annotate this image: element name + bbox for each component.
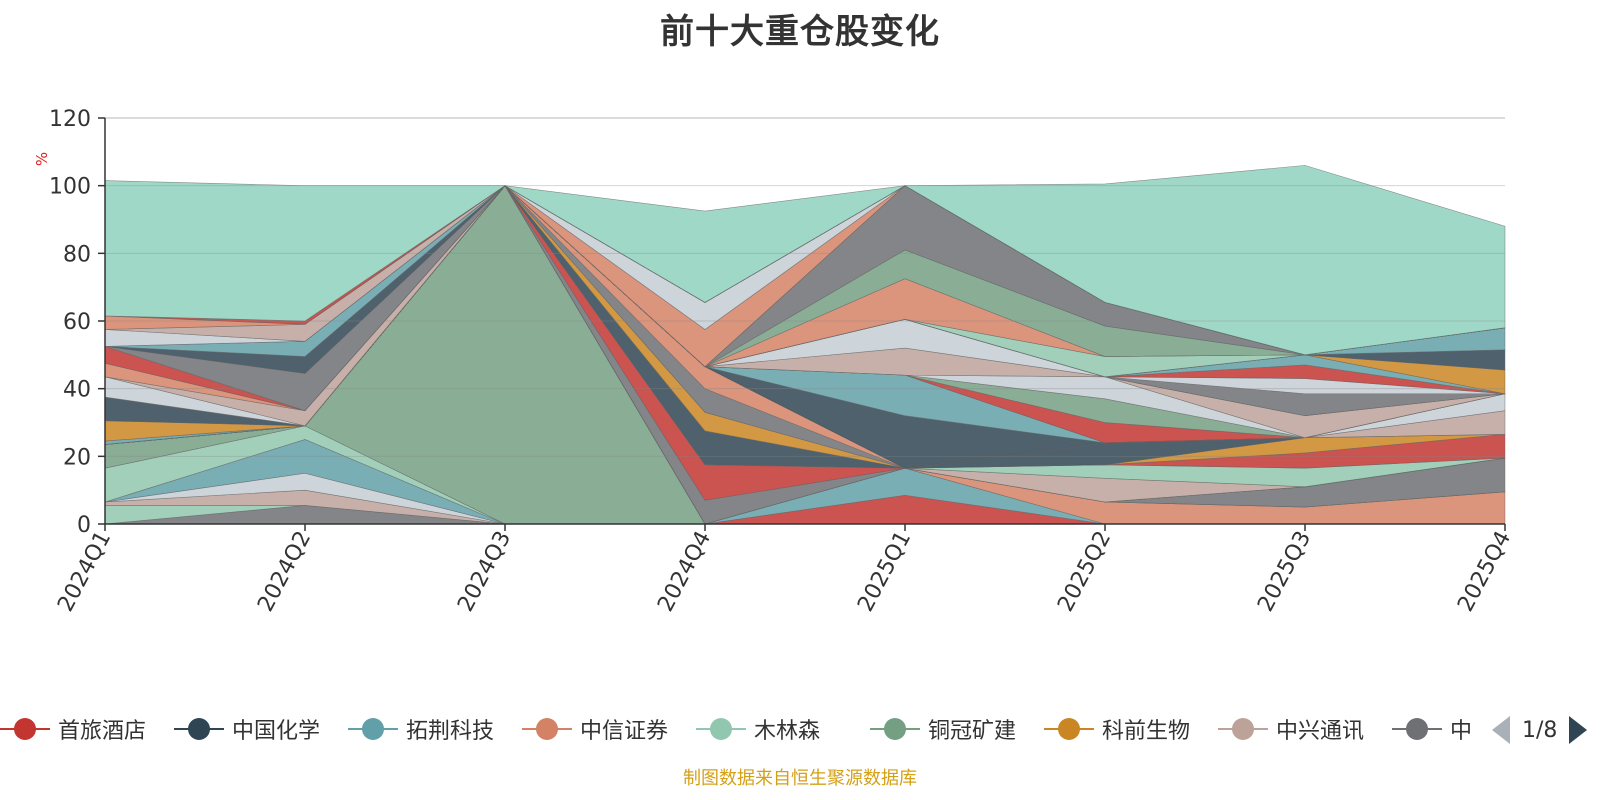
legend-label: 中国化学 (232, 719, 321, 744)
legend-label: 中信证券 (580, 719, 669, 744)
legend-pager: 1/8 (1492, 712, 1588, 748)
legend-marker-icon (174, 718, 224, 740)
legend-label: 中兴通讯 (1276, 719, 1365, 744)
legend-label: 铜冠矿建 (928, 719, 1017, 744)
y-tick-label: 80 (63, 242, 91, 267)
legend: 首旅酒店 中国化学 拓荆科技 中信证券 木林森 铜冠矿建 科前生物 中兴通讯 中 (0, 712, 1480, 746)
legend-next-page-icon[interactable] (1569, 716, 1588, 744)
legend-label: 首旅酒店 (58, 719, 147, 744)
y-tick-label: 0 (77, 513, 91, 538)
area-series-61 (104, 165, 1506, 356)
legend-page-indicator: 1/8 (1522, 717, 1558, 743)
y-tick-label: 100 (49, 175, 91, 200)
legend-marker-icon (1044, 718, 1094, 740)
legend-marker-icon (522, 718, 572, 740)
legend-prev-page-icon[interactable] (1492, 716, 1510, 744)
x-tick-label: 2025Q1 (853, 527, 916, 616)
x-tick-label: 2025Q4 (1453, 527, 1516, 616)
x-tick-label: 2025Q2 (1053, 527, 1116, 616)
legend-item[interactable]: 科前生物 (1044, 712, 1190, 746)
source-note: 制图数据来自恒生聚源数据库 (683, 768, 917, 789)
y-tick-label: 120 (49, 107, 91, 132)
plot-areas (104, 165, 1506, 525)
x-tick-label: 2024Q2 (253, 527, 316, 616)
legend-label: 拓荆科技 (406, 719, 495, 744)
legend-item[interactable]: 拓荆科技 (348, 712, 494, 746)
x-tick-label: 2025Q3 (1253, 527, 1316, 616)
legend-label: 科前生物 (1102, 719, 1191, 744)
y-tick-label: 20 (63, 445, 91, 470)
legend-label: 中 (1450, 719, 1473, 744)
legend-marker-icon (1218, 718, 1268, 740)
stacked-area-chart: 0 20 40 60 80 100 120% 2024Q1 2024Q2 2024Q3 2024Q4… (33, 107, 1516, 616)
legend-marker-icon (870, 718, 920, 740)
legend-item[interactable]: 中信证券 (522, 712, 668, 746)
legend-marker-icon (348, 718, 398, 740)
legend-item[interactable]: 木林森 (696, 712, 820, 746)
x-tick-label: 2024Q1 (53, 527, 116, 616)
chart-title: 前十大重仓股变化 (660, 12, 940, 52)
y-tick-label: 40 (63, 378, 91, 403)
legend-marker-icon (696, 718, 746, 740)
legend-item[interactable]: 铜冠矿建 (870, 712, 1016, 746)
y-tick-label: 60 (63, 310, 91, 335)
x-tick-label: 2024Q4 (653, 527, 716, 616)
grid-lines (105, 117, 1505, 457)
legend-item[interactable]: 首旅酒店 (0, 712, 146, 746)
y-axis-unit-label: % (33, 152, 51, 166)
x-tick-label: 2024Q3 (453, 527, 516, 616)
legend-label: 木林森 (754, 719, 821, 744)
legend-item[interactable]: 中国化学 (174, 712, 320, 746)
legend-marker-icon (1392, 718, 1442, 740)
legend-item[interactable]: 中 (1392, 712, 1472, 746)
legend-item[interactable]: 中兴通讯 (1218, 712, 1364, 746)
legend-marker-icon (0, 718, 50, 740)
